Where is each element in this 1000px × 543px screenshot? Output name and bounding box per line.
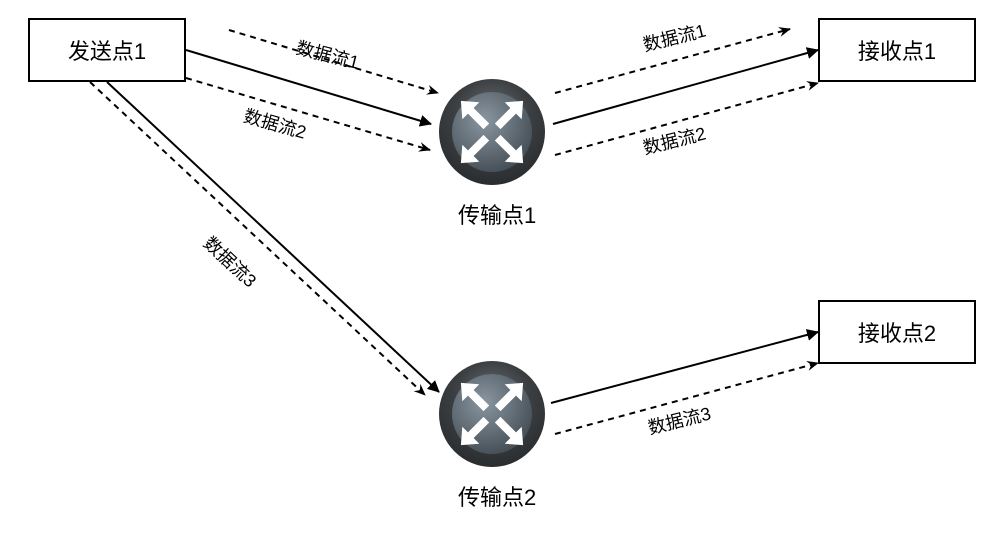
flow-label-s1-t1-dash2: 数据流2 [241, 102, 310, 145]
router-2-label: 传输点2 [458, 480, 536, 512]
flow-label-t1-r1-dash1: 数据流1 [640, 17, 708, 58]
flow-label-s1-t2-dash: 数据流3 [198, 230, 263, 293]
receiver-1-label: 接收点1 [858, 34, 936, 66]
router-2-icon [437, 359, 547, 469]
sender-1-label: 发送点1 [68, 34, 146, 66]
flow-label-t2-r2-dash: 数据流3 [645, 400, 713, 441]
receiver-2-label: 接收点2 [858, 316, 936, 348]
sender-1-node: 发送点1 [28, 18, 186, 82]
router-1-icon [437, 77, 547, 187]
receiver-2-node: 接收点2 [818, 300, 976, 364]
flow-label-s1-t1-dash1: 数据流1 [294, 34, 362, 75]
router-1-label: 传输点1 [458, 198, 536, 230]
arrow-s1-t1-dash2 [186, 78, 430, 150]
arrow-t1-r1-solid [553, 50, 818, 124]
receiver-1-node: 接收点1 [818, 18, 976, 82]
flow-label-t1-r1-dash2: 数据流2 [640, 120, 708, 161]
arrow-t2-r2-solid [551, 332, 818, 403]
